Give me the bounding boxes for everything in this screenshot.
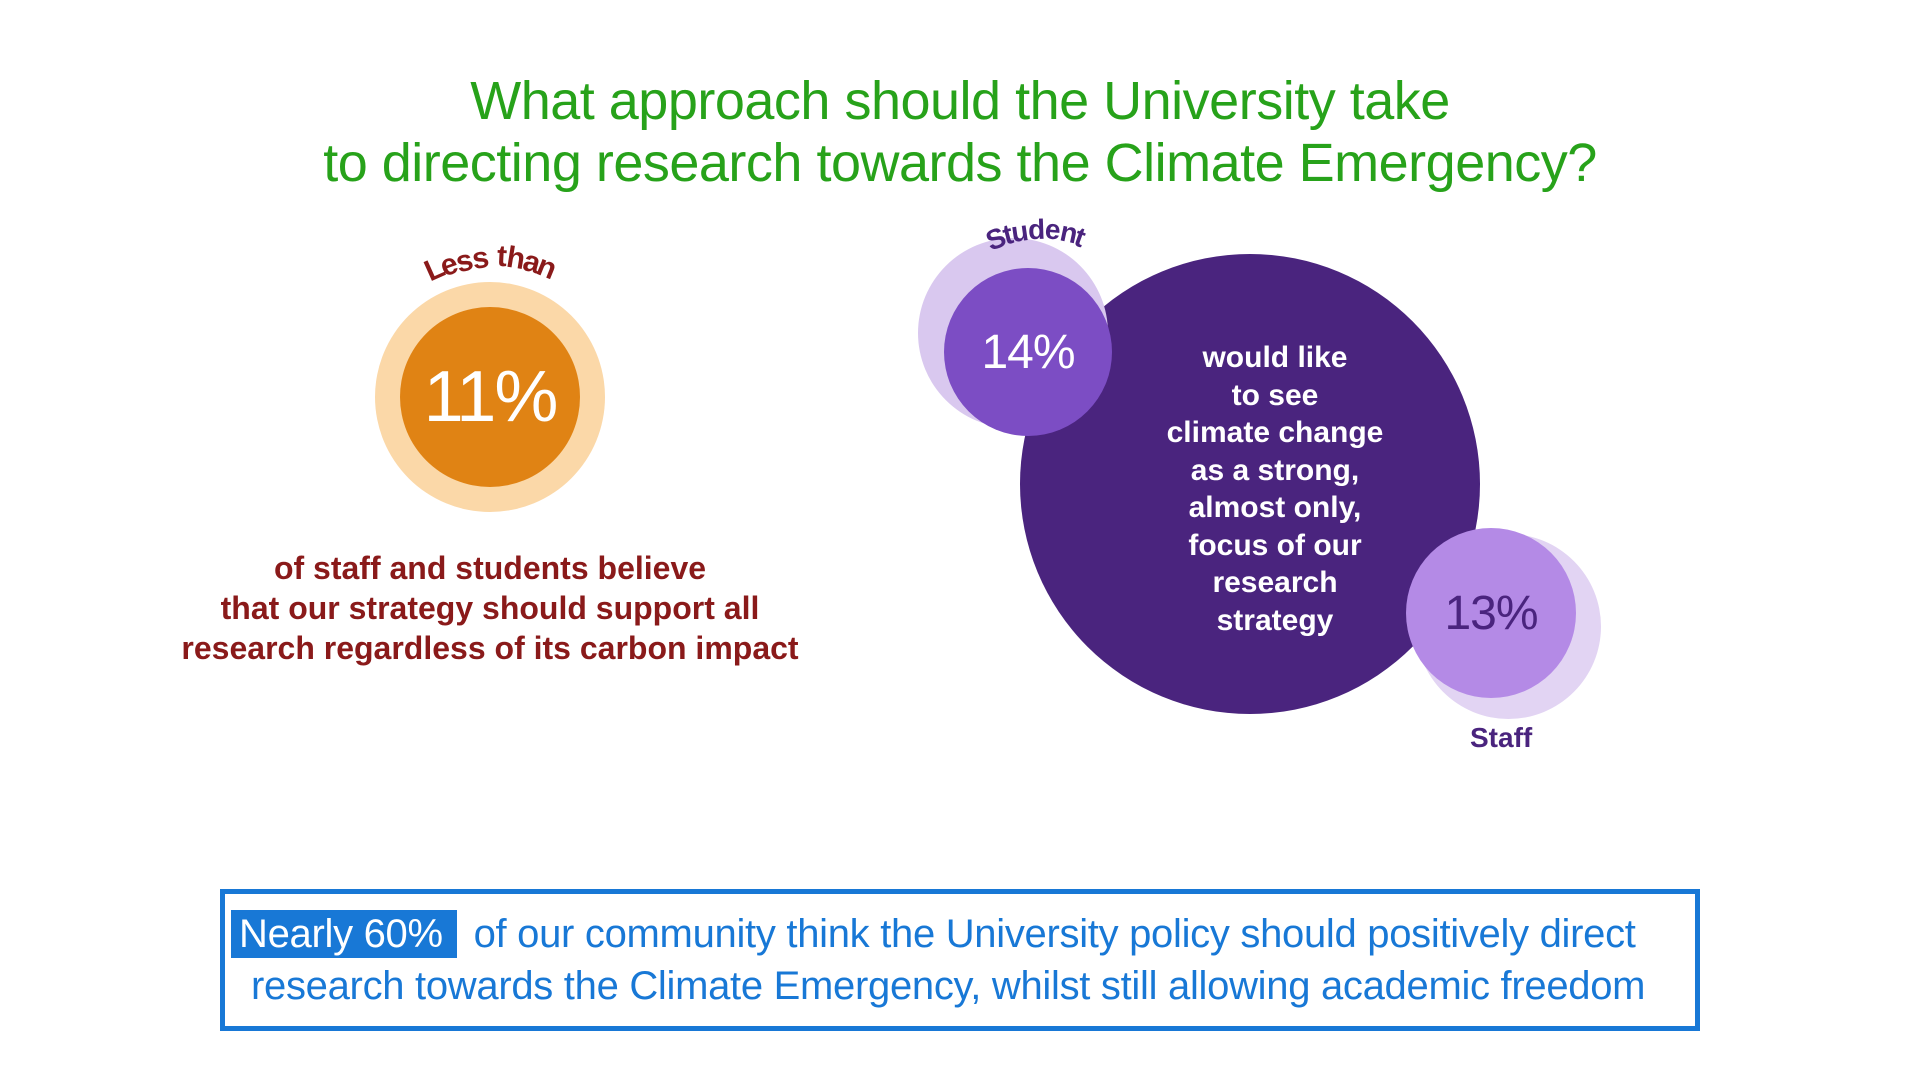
student-label: Student — [950, 214, 1120, 246]
left-desc-line-1: of staff and students believe — [180, 548, 800, 588]
staff-label: Staff — [1470, 722, 1532, 754]
big-text-l1: would like — [1167, 339, 1384, 377]
big-text-l5: almost only, — [1167, 489, 1384, 527]
left-description: of staff and students believe that our s… — [180, 548, 800, 668]
big-text-l2: to see — [1167, 377, 1384, 415]
right-cluster: would like to see climate change as a st… — [870, 224, 1610, 784]
big-circle-text: would like to see climate change as a st… — [1087, 339, 1414, 639]
page-title: What approach should the University take… — [120, 70, 1800, 194]
staff-circle-group: 13% Staff — [1400, 524, 1600, 724]
less-than-arc-label: Less than — [420, 240, 560, 274]
body-area: Less than 11% of staff and students beli… — [120, 254, 1800, 834]
infographic-page: What approach should the University take… — [0, 0, 1920, 1081]
title-line-2: to directing research towards the Climat… — [120, 132, 1800, 194]
big-text-l6: focus of our — [1167, 527, 1384, 565]
left-stat: Less than 11% of staff and students beli… — [180, 254, 800, 668]
bottom-banner: Nearly 60% of our community think the Un… — [220, 889, 1700, 1031]
title-line-1: What approach should the University take — [120, 70, 1800, 132]
staff-circle: 13% — [1406, 528, 1576, 698]
big-text-l8: strategy — [1167, 602, 1384, 640]
banner-text-2: research towards the Climate Emergency, … — [251, 964, 1645, 1008]
student-percentage: 14% — [981, 325, 1074, 380]
left-percentage: 11% — [424, 356, 557, 438]
big-text-l3: climate change — [1167, 414, 1384, 452]
orange-circle-ring: 11% — [375, 282, 605, 512]
banner-text-1: of our community think the University po… — [474, 912, 1636, 956]
orange-circle: 11% — [400, 307, 580, 487]
staff-percentage: 13% — [1444, 586, 1537, 641]
banner-highlight: Nearly 60% — [231, 910, 457, 958]
left-desc-line-3: research regardless of its carbon impact — [180, 628, 800, 668]
big-text-l4: as a strong, — [1167, 452, 1384, 490]
left-desc-line-2: that our strategy should support all — [180, 588, 800, 628]
student-circle: 14% — [944, 268, 1112, 436]
student-circle-group: 14% Student — [930, 242, 1130, 442]
big-text-l7: research — [1167, 564, 1384, 602]
